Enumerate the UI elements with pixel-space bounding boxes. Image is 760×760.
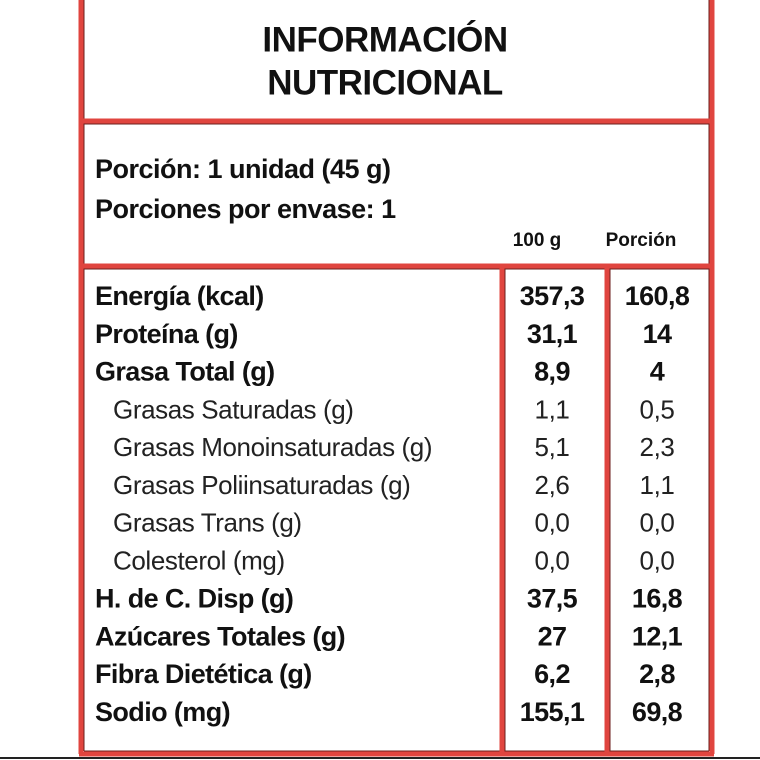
value-per-100g: 357,3 [520, 281, 585, 311]
value-per-100g: 6,2 [534, 659, 570, 689]
column-header: Porción [606, 230, 677, 251]
value-per-100g: 155,1 [520, 697, 585, 727]
serving-size: Porción: 1 unidad (45 g) [95, 154, 391, 184]
nutrient-label: Grasa Total (g) [95, 357, 275, 387]
nutrient-label: Sodio (mg) [95, 697, 230, 727]
value-per-100g: 0,0 [535, 545, 570, 575]
value-per-100g: 1,1 [535, 394, 570, 424]
nutrient-label: Grasas Saturadas (g) [113, 394, 354, 424]
servings-per-container: Porciones por envase: 1 [95, 194, 396, 224]
title-line: INFORMACIÓN [262, 19, 507, 59]
value-per-100g: 27 [538, 621, 567, 651]
value-per-100g: 37,5 [527, 584, 578, 614]
value-per-portion: 0,5 [640, 394, 675, 424]
value-per-100g: 2,6 [535, 470, 570, 500]
value-per-portion: 0,0 [640, 545, 675, 575]
nutrient-label: Fibra Dietética (g) [95, 659, 312, 689]
title-line: NUTRICIONAL [267, 63, 503, 102]
nutrient-label: Proteína (g) [95, 319, 238, 349]
value-per-portion: 14 [643, 319, 672, 349]
value-per-portion: 16,8 [632, 584, 683, 614]
nutrient-label: Grasas Poliinsaturadas (g) [113, 470, 410, 500]
nutrient-label: H. de C. Disp (g) [95, 584, 293, 614]
column-header: 100 g [513, 230, 562, 251]
nutrient-label: Azúcares Totales (g) [95, 621, 345, 651]
value-per-100g: 8,9 [534, 357, 570, 387]
value-per-portion: 2,8 [639, 659, 675, 689]
value-per-portion: 0,0 [640, 508, 675, 538]
value-per-portion: 4 [650, 357, 665, 387]
value-per-100g: 5,1 [535, 432, 570, 462]
nutrient-label: Colesterol (mg) [113, 545, 285, 575]
value-per-portion: 160,8 [625, 281, 690, 311]
value-per-100g: 0,0 [535, 508, 570, 538]
nutrient-label: Grasas Monoinsaturadas (g) [113, 432, 432, 462]
value-per-portion: 12,1 [632, 621, 683, 651]
value-per-100g: 31,1 [527, 319, 578, 349]
value-per-portion: 2,3 [640, 432, 675, 462]
nutrient-label: Grasas Trans (g) [113, 508, 302, 538]
nutrient-label: Energía (kcal) [95, 281, 264, 311]
value-per-portion: 1,1 [640, 470, 675, 500]
value-per-portion: 69,8 [632, 697, 683, 727]
